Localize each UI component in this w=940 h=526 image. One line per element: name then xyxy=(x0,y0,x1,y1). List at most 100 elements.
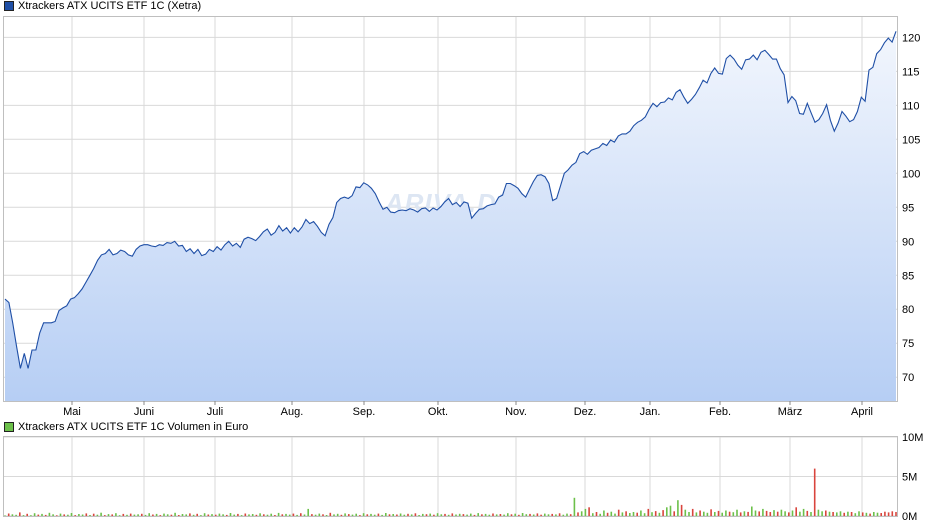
price-x-tick-label: Dez. xyxy=(574,406,597,418)
volume-bar xyxy=(129,513,132,516)
volume-bar xyxy=(166,514,169,516)
volume-y-tick-label: 0M xyxy=(902,511,917,523)
volume-bar xyxy=(259,513,261,516)
volume-bar xyxy=(396,514,398,516)
volume-bar xyxy=(477,513,479,516)
volume-bar xyxy=(81,514,84,516)
volume-bar xyxy=(599,513,601,516)
volume-bar xyxy=(584,508,587,516)
volume-bar xyxy=(244,513,247,516)
price-x-tick-label: Okt. xyxy=(428,406,448,418)
volume-bar xyxy=(92,513,95,516)
volume-chart-title: Xtrackers ATX UCITS ETF 1C Volumen in Eu… xyxy=(18,421,249,433)
volume-y-tick-label: 10M xyxy=(902,432,923,444)
volume-bar xyxy=(540,514,542,516)
volume-bar xyxy=(392,514,394,516)
price-x-tick-label: Sep. xyxy=(353,406,376,418)
volume-bar xyxy=(488,514,491,516)
volume-bar xyxy=(614,513,616,516)
price-legend-swatch xyxy=(4,1,14,11)
volume-bar xyxy=(518,514,520,516)
volume-bar xyxy=(185,514,187,516)
volume-bar xyxy=(776,511,779,516)
volume-bar xyxy=(377,513,380,516)
volume-bar xyxy=(536,513,539,516)
volume-bar xyxy=(577,512,579,516)
volume-bar xyxy=(340,514,343,516)
volume-bar xyxy=(481,514,483,516)
price-line xyxy=(4,31,897,369)
volume-bar xyxy=(658,512,661,516)
price-y-tick-label: 85 xyxy=(902,270,914,282)
volume-bar xyxy=(529,513,531,516)
volume-bar xyxy=(170,514,173,516)
volume-bar xyxy=(588,507,590,516)
volume-bar xyxy=(148,513,150,516)
volume-bar xyxy=(640,510,642,516)
volume-bar xyxy=(74,515,76,516)
volume-bar xyxy=(666,507,668,516)
volume-legend-swatch xyxy=(4,422,14,432)
volume-bar xyxy=(695,512,698,516)
volume-bar xyxy=(203,513,206,516)
price-y-tick-label: 100 xyxy=(902,168,920,180)
volume-bar xyxy=(651,512,653,516)
price-y-axis: 70 75 80 85 90 95 100 105 110 115 120 xyxy=(902,32,920,384)
volume-bar xyxy=(547,514,550,516)
volume-bar xyxy=(754,510,757,516)
price-y-tick-label: 75 xyxy=(902,338,914,350)
volume-bar xyxy=(288,514,291,516)
volume-bar xyxy=(159,515,162,516)
volume-bar xyxy=(325,515,328,516)
volume-bar xyxy=(884,511,886,516)
price-y-tick-label: 105 xyxy=(902,134,920,146)
volume-bar xyxy=(873,512,875,516)
volume-bar xyxy=(673,511,675,516)
volume-bar xyxy=(861,512,864,516)
volume-bar xyxy=(643,513,646,516)
volume-bar xyxy=(251,514,254,516)
price-y-tick-label: 90 xyxy=(902,236,914,248)
volume-bar xyxy=(333,514,335,516)
volume-bar xyxy=(891,511,894,516)
volume-bar xyxy=(11,514,14,516)
price-y-tick-label: 70 xyxy=(902,372,914,384)
volume-bar xyxy=(229,513,232,516)
volume-bar xyxy=(104,515,106,516)
price-y-tick-label: 80 xyxy=(902,304,914,316)
volume-bar xyxy=(765,510,768,516)
volume-bar xyxy=(773,510,775,516)
volume-bar xyxy=(33,513,36,516)
volume-bar xyxy=(736,509,738,516)
volume-bar xyxy=(192,514,195,516)
volume-bar xyxy=(721,512,723,516)
volume-y-tick-label: 5M xyxy=(902,472,917,484)
price-x-tick-label: April xyxy=(851,406,873,418)
volume-bar xyxy=(843,512,845,516)
volume-bar xyxy=(739,512,742,516)
volume-bar xyxy=(126,514,128,516)
volume-bar xyxy=(865,512,868,516)
price-y-tick-label: 95 xyxy=(902,202,914,214)
price-y-tick-label: 110 xyxy=(902,100,920,112)
volume-bar xyxy=(854,513,857,516)
price-x-tick-label: März xyxy=(778,406,802,418)
volume-bar xyxy=(133,514,136,516)
volume-bar xyxy=(610,511,613,516)
volume-bar xyxy=(355,513,357,516)
volume-bar xyxy=(222,514,224,516)
volume-bar xyxy=(155,513,158,516)
volume-bar xyxy=(710,509,712,516)
volume-bar xyxy=(118,515,121,516)
volume-bar xyxy=(625,511,627,516)
volume-bar xyxy=(388,514,391,516)
volume-bar xyxy=(444,513,446,516)
volume-bar xyxy=(263,514,265,516)
volume-bar xyxy=(59,513,62,516)
volume-bar xyxy=(521,513,524,516)
volume-bar xyxy=(817,509,820,516)
volume-bar xyxy=(621,512,624,516)
volume-bar xyxy=(425,514,428,516)
volume-bar xyxy=(858,511,860,516)
volume-bar xyxy=(825,510,827,516)
